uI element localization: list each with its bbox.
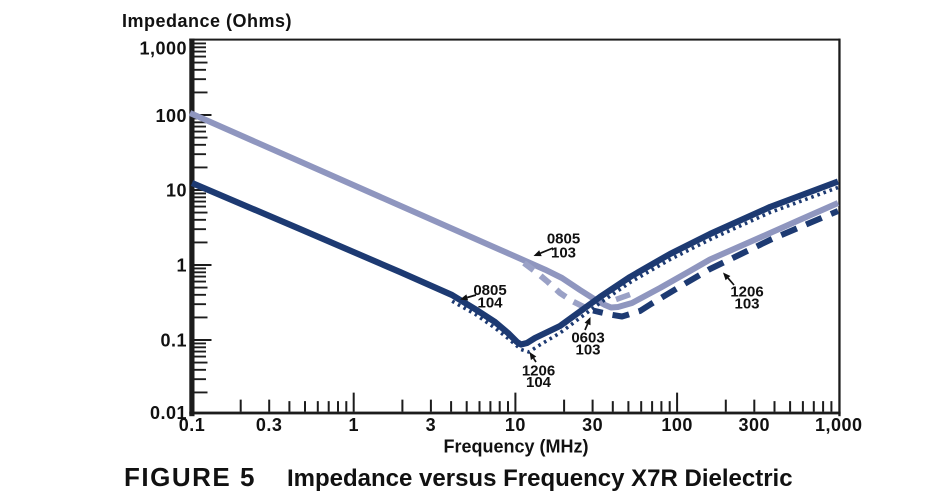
svg-text:Frequency (MHz): Frequency (MHz) <box>443 437 588 457</box>
svg-text:Impedance versus Frequency X7R: Impedance versus Frequency X7R Dielectri… <box>287 465 793 492</box>
svg-text:103: 103 <box>734 296 759 313</box>
svg-text:1206: 1206 <box>730 284 763 301</box>
svg-text:1: 1 <box>348 415 359 435</box>
svg-text:Impedance (Ohms): Impedance (Ohms) <box>122 11 292 31</box>
svg-text:0805: 0805 <box>473 282 506 299</box>
svg-text:103: 103 <box>551 244 576 261</box>
svg-text:0.1: 0.1 <box>179 415 206 435</box>
svg-text:300: 300 <box>739 415 771 435</box>
svg-text:1,000: 1,000 <box>815 415 863 435</box>
svg-text:1,000: 1,000 <box>139 38 187 58</box>
svg-text:FIGURE 5: FIGURE 5 <box>124 462 256 492</box>
svg-text:1206: 1206 <box>522 363 555 380</box>
svg-text:100: 100 <box>155 106 187 126</box>
svg-text:103: 103 <box>575 342 600 359</box>
svg-text:0.01: 0.01 <box>150 403 187 423</box>
svg-text:10: 10 <box>505 415 526 435</box>
svg-text:104: 104 <box>477 295 503 312</box>
svg-text:0603: 0603 <box>571 330 604 347</box>
svg-text:0.1: 0.1 <box>160 330 187 350</box>
svg-text:10: 10 <box>166 180 187 200</box>
svg-text:0805: 0805 <box>547 230 580 247</box>
svg-text:104: 104 <box>526 374 552 391</box>
svg-text:3: 3 <box>426 415 437 435</box>
svg-text:30: 30 <box>582 415 603 435</box>
svg-text:1: 1 <box>176 255 187 275</box>
svg-text:0.3: 0.3 <box>256 415 283 435</box>
svg-text:100: 100 <box>661 415 693 435</box>
